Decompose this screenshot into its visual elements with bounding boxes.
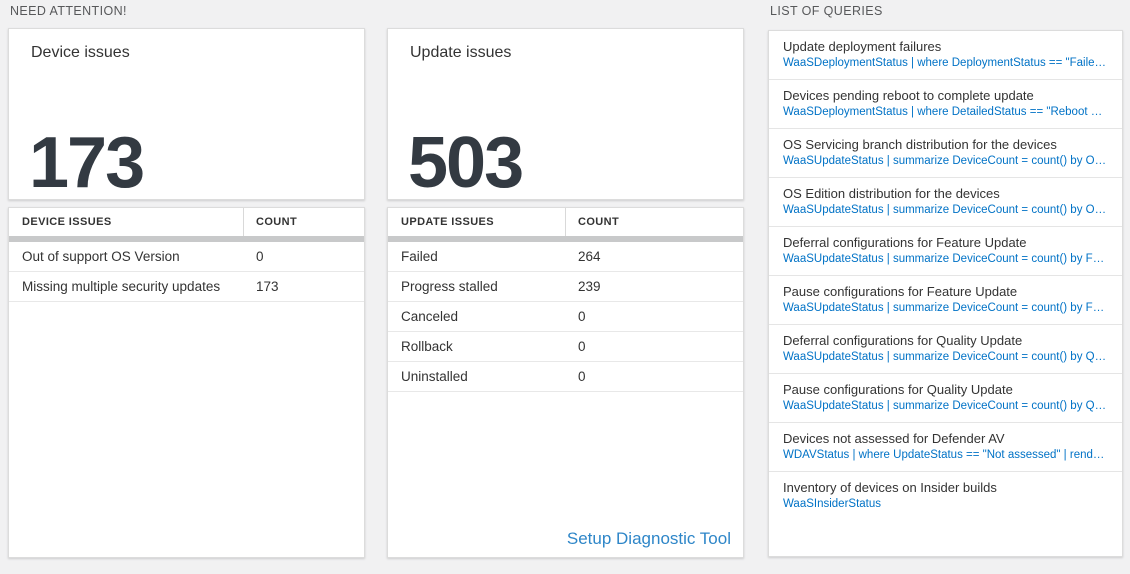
update-issues-tile[interactable]: Update issues 503 <box>387 28 744 200</box>
query-list-item[interactable]: Inventory of devices on Insider builds W… <box>769 472 1122 520</box>
count-column-header: COUNT <box>578 216 620 228</box>
query-list-item[interactable]: Deferral configurations for Feature Upda… <box>769 227 1122 276</box>
queries-list: Update deployment failures WaaSDeploymen… <box>769 31 1122 520</box>
table-row[interactable]: Uninstalled 0 <box>388 362 743 392</box>
device-issues-table: DEVICE ISSUES COUNT Out of support OS Ve… <box>8 207 365 558</box>
need-attention-section-label: NEED ATTENTION! <box>10 4 127 18</box>
query-link[interactable]: WaaSDeploymentStatus | where DetailedSta… <box>783 106 1108 118</box>
update-issues-tile-title: Update issues <box>410 44 512 61</box>
table-header-bar <box>9 236 364 242</box>
list-of-queries-panel: Update deployment failures WaaSDeploymen… <box>768 30 1123 557</box>
table-row[interactable]: Canceled 0 <box>388 302 743 332</box>
query-list-item[interactable]: Devices not assessed for Defender AV WDA… <box>769 423 1122 472</box>
update-issues-table-header: UPDATE ISSUES COUNT <box>388 208 743 236</box>
query-link[interactable]: WaaSUpdateStatus | summarize DeviceCount… <box>783 302 1108 314</box>
issue-count: 264 <box>578 249 601 264</box>
query-title: Update deployment failures <box>783 39 942 54</box>
issue-label: Canceled <box>401 309 459 324</box>
issue-label: Out of support OS Version <box>22 249 180 264</box>
issue-label: Progress stalled <box>401 279 498 294</box>
query-title: Pause configurations for Quality Update <box>783 382 1013 397</box>
count-column-header: COUNT <box>256 216 298 228</box>
update-issues-count: 503 <box>408 123 524 203</box>
issue-count: 0 <box>578 369 586 384</box>
query-list-item[interactable]: OS Servicing branch distribution for the… <box>769 129 1122 178</box>
query-list-item[interactable]: Pause configurations for Feature Update … <box>769 276 1122 325</box>
query-link[interactable]: WaaSInsiderStatus <box>783 498 882 510</box>
query-list-item[interactable]: Devices pending reboot to complete updat… <box>769 80 1122 129</box>
issue-count: 0 <box>578 309 586 324</box>
query-link[interactable]: WaaSDeploymentStatus | where DeploymentS… <box>783 57 1108 69</box>
query-title: Deferral configurations for Quality Upda… <box>783 333 1023 348</box>
list-of-queries-section-label: LIST OF QUERIES <box>770 4 883 18</box>
query-title: Devices pending reboot to complete updat… <box>783 88 1034 103</box>
setup-diagnostic-tool-link[interactable]: Setup Diagnostic Tool <box>566 529 731 548</box>
issue-label: Uninstalled <box>401 369 468 384</box>
query-title: Deferral configurations for Feature Upda… <box>783 235 1027 250</box>
query-link[interactable]: WaaSUpdateStatus | summarize DeviceCount… <box>783 204 1108 216</box>
table-row[interactable]: Rollback 0 <box>388 332 743 362</box>
query-list-item[interactable]: OS Edition distribution for the devices … <box>769 178 1122 227</box>
device-issues-table-header: DEVICE ISSUES COUNT <box>9 208 364 236</box>
query-title: Devices not assessed for Defender AV <box>783 431 1005 446</box>
query-link[interactable]: WaaSUpdateStatus | summarize DeviceCount… <box>783 155 1108 167</box>
device-issues-tile-title: Device issues <box>31 44 130 61</box>
table-row[interactable]: Out of support OS Version 0 <box>9 242 364 272</box>
issue-label: Missing multiple security updates <box>22 279 221 294</box>
issue-label: Rollback <box>401 339 453 354</box>
issue-count: 0 <box>578 339 586 354</box>
device-issues-count: 173 <box>29 123 145 203</box>
query-title: OS Servicing branch distribution for the… <box>783 137 1057 152</box>
table-row[interactable]: Progress stalled 239 <box>388 272 743 302</box>
query-link[interactable]: WaaSUpdateStatus | summarize DeviceCount… <box>783 351 1108 363</box>
issue-label: Failed <box>401 249 438 264</box>
query-list-item[interactable]: Pause configurations for Quality Update … <box>769 374 1122 423</box>
device-issues-tile[interactable]: Device issues 173 <box>8 28 365 200</box>
query-link[interactable]: WaaSUpdateStatus | summarize DeviceCount… <box>783 253 1108 265</box>
query-link[interactable]: WaaSUpdateStatus | summarize DeviceCount… <box>783 400 1108 412</box>
device-issues-column-header: DEVICE ISSUES <box>9 208 244 236</box>
update-issues-table: UPDATE ISSUES COUNT Failed 264 Progress … <box>387 207 744 558</box>
table-row[interactable]: Failed 264 <box>388 242 743 272</box>
query-list-item[interactable]: Update deployment failures WaaSDeploymen… <box>769 31 1122 80</box>
issue-count: 173 <box>256 279 279 294</box>
update-issues-table-body: Failed 264 Progress stalled 239 Canceled… <box>388 242 743 392</box>
query-list-item[interactable]: Deferral configurations for Quality Upda… <box>769 325 1122 374</box>
table-row[interactable]: Missing multiple security updates 173 <box>9 272 364 302</box>
issue-count: 0 <box>256 249 264 264</box>
query-link[interactable]: WDAVStatus | where UpdateStatus == "Not … <box>783 449 1108 461</box>
query-title: OS Edition distribution for the devices <box>783 186 1000 201</box>
table-header-bar <box>388 236 743 242</box>
query-title: Pause configurations for Feature Update <box>783 284 1018 299</box>
device-issues-table-body: Out of support OS Version 0 Missing mult… <box>9 242 364 302</box>
update-issues-column-header: UPDATE ISSUES <box>388 208 566 236</box>
issue-count: 239 <box>578 279 601 294</box>
query-title: Inventory of devices on Insider builds <box>783 480 997 495</box>
